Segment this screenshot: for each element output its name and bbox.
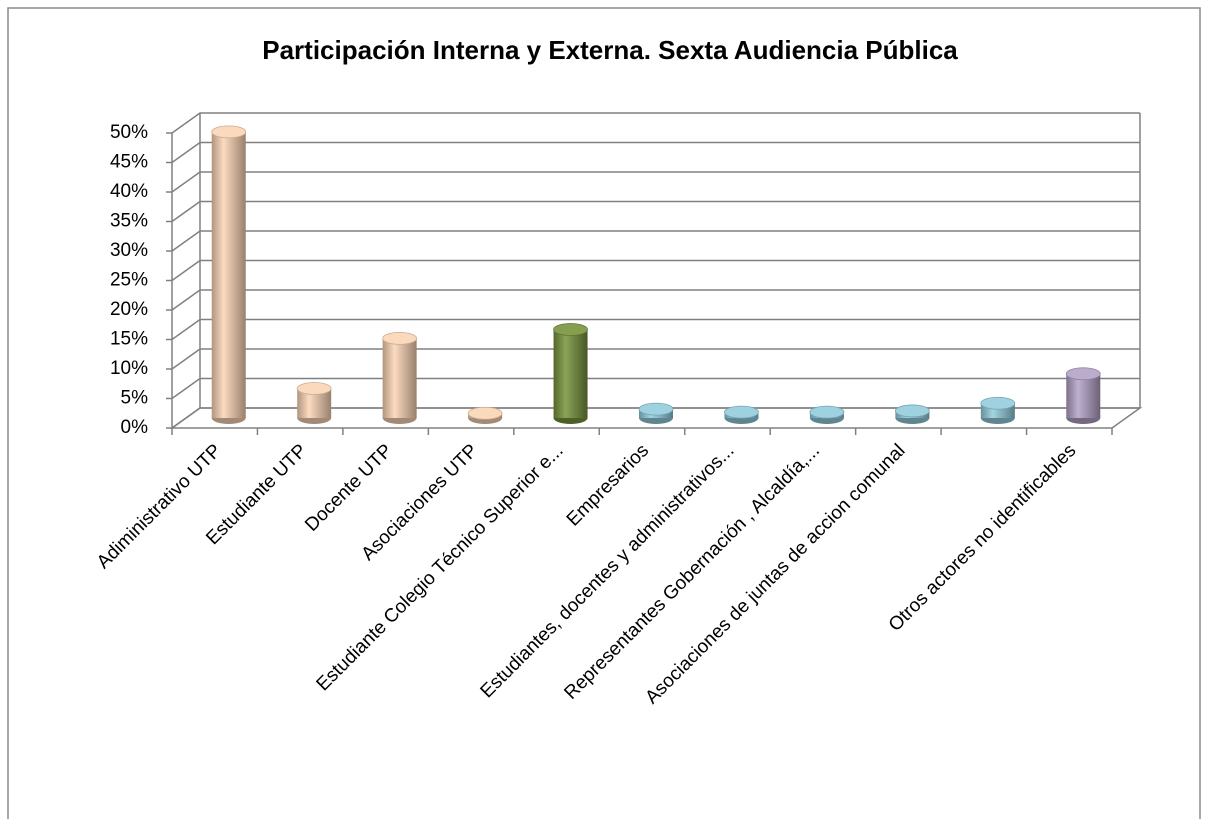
y-tick-label: 50% — [110, 122, 148, 143]
bar-top — [1065, 367, 1101, 381]
y-tick-label: 40% — [110, 181, 148, 202]
bar-top — [980, 396, 1016, 410]
grid-line — [171, 200, 1140, 223]
grid-line — [171, 141, 1140, 164]
bar-top — [211, 125, 247, 139]
y-tick-label: 10% — [110, 358, 148, 379]
bar-top — [553, 323, 588, 336]
y-tick-label: 30% — [110, 240, 148, 261]
bar — [382, 338, 417, 418]
bar — [553, 329, 588, 418]
chart-title: Participación Interna y Externa. Sexta A… — [262, 35, 958, 65]
bar-top — [638, 402, 674, 416]
grid-line — [171, 318, 1140, 341]
y-tick-label: 5% — [121, 388, 149, 409]
bar — [1066, 373, 1101, 418]
bar-top — [894, 404, 930, 418]
bar-top — [382, 331, 418, 345]
grid-line — [171, 259, 1140, 282]
bar-top — [724, 405, 759, 419]
bar-top — [467, 406, 503, 420]
grid-line — [171, 112, 1140, 134]
bar — [211, 131, 246, 418]
y-tick-label: 0% — [121, 417, 149, 438]
grid-line — [171, 348, 1140, 370]
y-tick-label: 45% — [110, 152, 148, 173]
bar-top — [809, 405, 845, 419]
grid-line — [171, 171, 1140, 193]
y-tick-label: 20% — [110, 299, 148, 320]
grid-line — [171, 377, 1140, 400]
y-tick-label: 25% — [110, 270, 148, 291]
y-tick-label: 35% — [110, 211, 148, 232]
chart-frame — [7, 7, 1201, 819]
grid-line — [171, 230, 1140, 252]
y-tick-label: 15% — [110, 329, 148, 350]
grid-line — [171, 289, 1140, 311]
bar-top — [296, 382, 332, 395]
